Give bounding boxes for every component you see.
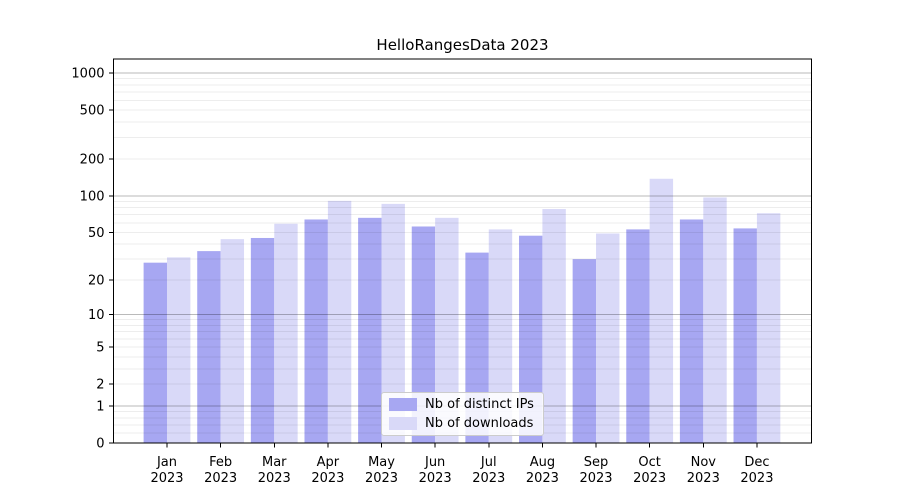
bar-apr-distinct-ips	[304, 219, 328, 443]
x-tick-label-month: May	[368, 455, 395, 470]
legend-label-distinct-ips: Nb of distinct IPs	[425, 397, 534, 413]
x-tick-label-year: 2023	[579, 471, 612, 486]
x-tick-label-year: 2023	[204, 471, 237, 486]
bar-mar-downloads	[274, 223, 298, 443]
bar-sep-distinct-ips	[572, 259, 597, 443]
x-tick-label-month: Mar	[262, 455, 287, 470]
x-tick-label-year: 2023	[311, 471, 344, 486]
bar-jun-downloads	[435, 217, 459, 443]
x-tick-label-year: 2023	[472, 471, 505, 486]
bar-jan-distinct-ips	[143, 262, 167, 443]
y-tick-label: 0	[96, 437, 104, 452]
x-tick-label-month: Feb	[209, 455, 232, 470]
x-tick-label-month: Nov	[691, 455, 717, 470]
bar-feb-distinct-ips	[197, 251, 221, 443]
x-tick-label-month: Jul	[480, 455, 497, 470]
x-tick-label-month: Oct	[638, 455, 660, 470]
y-tick-label: 20	[88, 273, 105, 288]
bar-mar-distinct-ips	[250, 237, 275, 443]
bar-feb-downloads	[220, 239, 245, 443]
x-tick-label-year: 2023	[526, 471, 559, 486]
bar-may-distinct-ips	[358, 217, 382, 443]
chart-title: HelloRangesData 2023	[376, 36, 549, 54]
bar-oct-downloads	[649, 178, 674, 444]
x-tick-label-year: 2023	[258, 471, 291, 486]
x-tick-label-year: 2023	[687, 471, 720, 486]
y-tick-label: 200	[80, 153, 105, 168]
legend-item-downloads: Nb of downloads	[389, 414, 536, 432]
plot-border	[113, 58, 812, 444]
x-tick-label-year: 2023	[365, 471, 398, 486]
bar-may-downloads	[381, 203, 405, 443]
y-tick-label: 5	[96, 341, 104, 356]
x-tick-label-month: Jan	[156, 455, 177, 470]
x-tick-label-month: Jun	[424, 455, 445, 470]
bar-aug-downloads	[542, 209, 566, 443]
bar-apr-downloads	[327, 200, 352, 443]
legend-swatch-distinct-ips-icon	[389, 398, 417, 412]
x-tick-label-year: 2023	[419, 471, 452, 486]
bar-sep-downloads	[596, 233, 620, 443]
bar-jun-distinct-ips	[411, 226, 436, 443]
y-tick-label: 100	[80, 189, 105, 204]
bar-dec-distinct-ips	[733, 228, 757, 443]
bar-nov-distinct-ips	[679, 219, 704, 443]
x-tick-label-year: 2023	[633, 471, 666, 486]
y-tick-label: 1000	[71, 67, 104, 82]
y-tick-label: 2	[96, 378, 104, 393]
bar-nov-downloads	[703, 197, 727, 443]
legend: Nb of distinct IPs Nb of downloads	[381, 392, 544, 436]
legend-swatch-downloads-icon	[389, 416, 417, 430]
bar-jan-downloads	[167, 257, 191, 443]
y-tick-label: 50	[88, 226, 105, 241]
legend-label-downloads: Nb of downloads	[425, 415, 534, 431]
x-tick-label-year: 2023	[150, 471, 183, 486]
y-tick-label: 500	[80, 104, 105, 119]
x-tick-label-month: Apr	[317, 455, 340, 470]
bar-dec-downloads	[756, 213, 781, 443]
x-tick-label-year: 2023	[740, 471, 773, 486]
y-tick-label: 10	[88, 308, 105, 323]
bar-oct-distinct-ips	[626, 229, 650, 443]
y-tick-label: 1	[96, 399, 104, 414]
bar-aug-distinct-ips	[519, 235, 543, 443]
x-tick-label-month: Sep	[584, 455, 609, 470]
x-tick-label-month: Dec	[744, 455, 769, 470]
bar-jul-downloads	[488, 229, 513, 443]
x-tick-label-month: Aug	[530, 455, 555, 470]
legend-item-distinct-ips: Nb of distinct IPs	[389, 396, 536, 414]
